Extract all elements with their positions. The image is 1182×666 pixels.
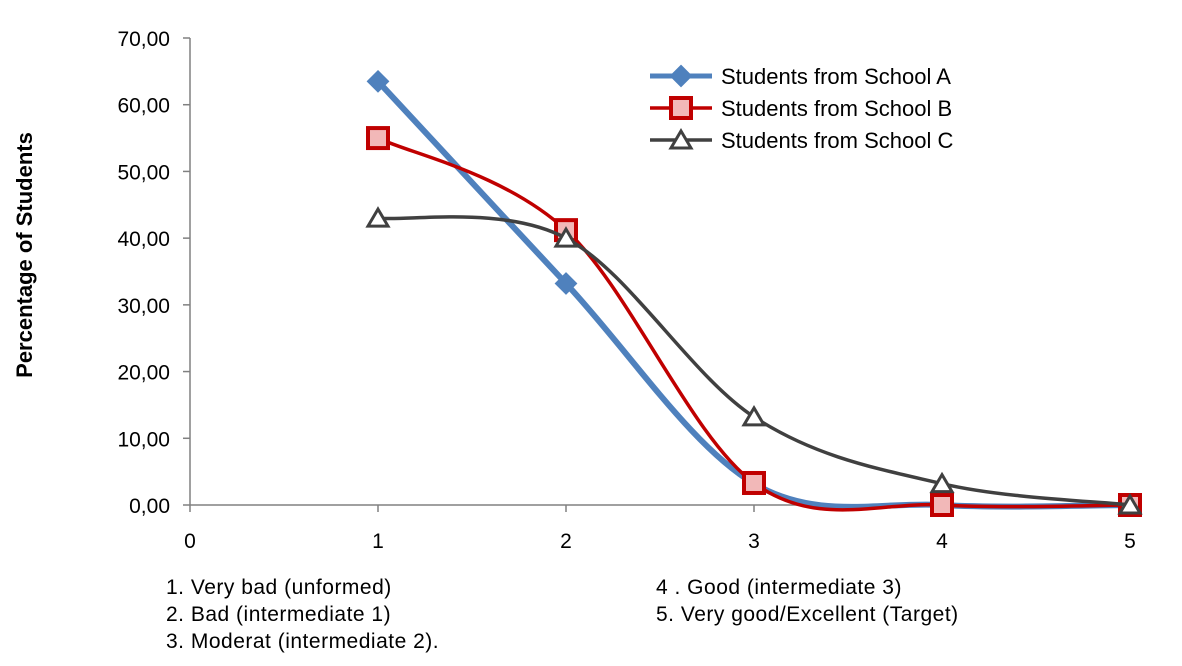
legend: Students from School A Students from Scho… bbox=[650, 64, 953, 153]
data-point bbox=[366, 69, 390, 93]
y-tick-label: 0,00 bbox=[129, 495, 170, 518]
legend-marker bbox=[669, 64, 693, 88]
y-tick-label: 60,00 bbox=[117, 95, 170, 118]
note-good: 4 . Good (intermediate 3) bbox=[656, 576, 902, 599]
series-3 bbox=[365, 206, 1143, 515]
legend-item: Students from School C bbox=[650, 128, 953, 153]
y-tick-label: 30,00 bbox=[117, 295, 170, 318]
series-line bbox=[376, 136, 1132, 512]
data-point bbox=[553, 226, 579, 248]
y-tick-label: 20,00 bbox=[117, 362, 170, 385]
data-point bbox=[742, 470, 766, 495]
x-tick-label: 0 bbox=[184, 530, 196, 553]
series-2 bbox=[366, 126, 1142, 517]
y-tick-label: 10,00 bbox=[117, 428, 170, 451]
legend-marker bbox=[668, 128, 694, 150]
legend-item: Students from School A bbox=[650, 64, 951, 89]
legend-label: Students from School C bbox=[721, 128, 953, 153]
note-moderat: 3. Moderat (intermediate 2). bbox=[166, 630, 440, 653]
series-line bbox=[376, 215, 1132, 507]
chart-axes: 0,00 10,00 20,00 30,00 40,00 50,00 60,00 70,00 0… bbox=[117, 28, 1135, 553]
x-tick-label: 4 bbox=[936, 530, 948, 553]
series-layer bbox=[365, 69, 1143, 517]
x-tick-label: 1 bbox=[372, 530, 384, 553]
y-axis-title: Percentage of Students bbox=[12, 132, 37, 378]
data-point bbox=[930, 493, 954, 517]
note-very-good: 5. Very good/Excellent (Target) bbox=[656, 603, 959, 626]
x-tick-label: 5 bbox=[1124, 530, 1136, 553]
y-tick-label: 40,00 bbox=[117, 228, 170, 251]
legend-item: Students from School B bbox=[650, 96, 952, 121]
y-axis-title-group: Percentage of Students bbox=[12, 132, 37, 378]
note-bad: 2. Bad (intermediate 1) bbox=[166, 603, 392, 626]
legend-label: Students from School B bbox=[721, 96, 952, 121]
data-point bbox=[929, 471, 955, 494]
note-very-bad: 1. Very bad (unformed) bbox=[166, 576, 392, 599]
x-tick-label: 2 bbox=[560, 530, 572, 553]
y-tick-label: 70,00 bbox=[117, 28, 170, 51]
y-tick-label: 50,00 bbox=[117, 161, 170, 184]
data-point bbox=[1117, 493, 1143, 515]
data-point bbox=[365, 206, 391, 228]
data-point bbox=[366, 126, 390, 151]
data-point bbox=[741, 404, 767, 427]
legend-label: Students from School A bbox=[721, 64, 951, 89]
legend-marker bbox=[669, 96, 693, 120]
x-tick-label: 3 bbox=[748, 530, 760, 553]
data-point bbox=[554, 272, 578, 295]
